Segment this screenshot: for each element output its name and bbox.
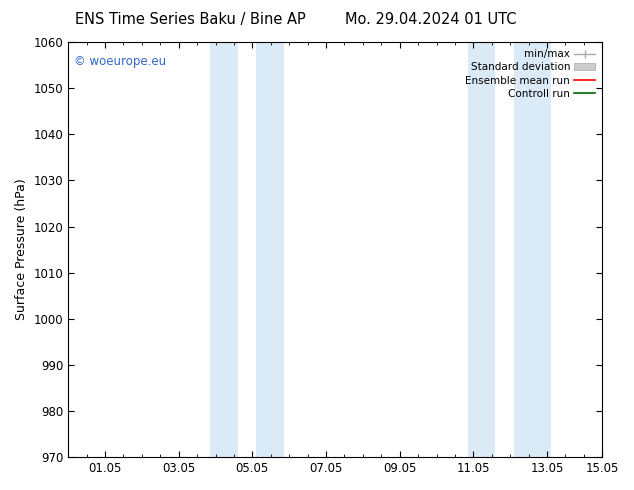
Text: ENS Time Series Baku / Bine AP: ENS Time Series Baku / Bine AP: [75, 12, 306, 27]
Bar: [210, 42, 238, 457]
Bar: [256, 42, 283, 457]
Bar: [514, 42, 551, 457]
Bar: [468, 42, 496, 457]
Text: Mo. 29.04.2024 01 UTC: Mo. 29.04.2024 01 UTC: [346, 12, 517, 27]
Y-axis label: Surface Pressure (hPa): Surface Pressure (hPa): [15, 179, 28, 320]
Legend: min/max, Standard deviation, Ensemble mean run, Controll run: min/max, Standard deviation, Ensemble me…: [463, 47, 597, 101]
Text: © woeurope.eu: © woeurope.eu: [74, 54, 165, 68]
